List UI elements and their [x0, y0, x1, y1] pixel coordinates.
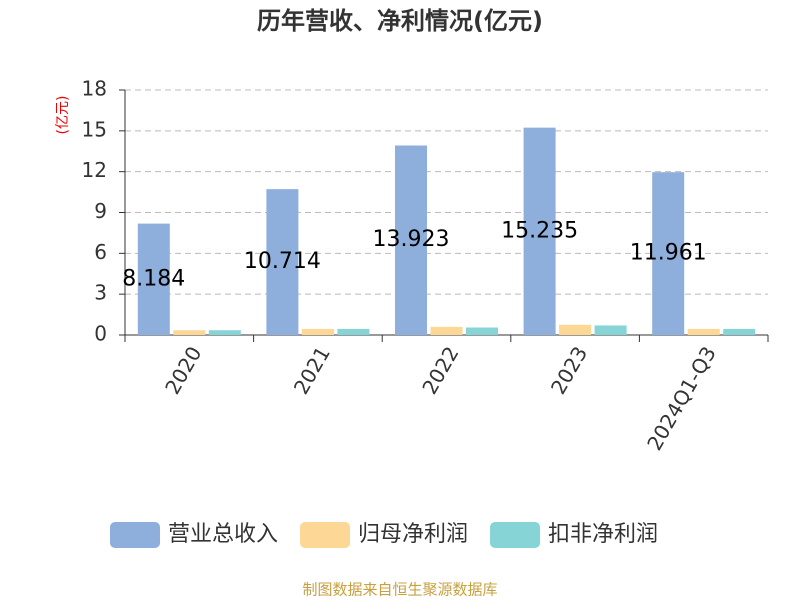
x-tick-label: 2020 — [160, 342, 206, 398]
bar — [723, 328, 756, 335]
x-tick-label: 2024Q1-Q3 — [642, 342, 721, 454]
bar — [266, 189, 299, 335]
legend-label: 扣非净利润 — [548, 522, 658, 547]
bar — [687, 328, 720, 335]
bar — [337, 328, 370, 335]
bar — [301, 328, 334, 335]
y-tick-label: 6 — [94, 240, 107, 264]
bar — [208, 330, 241, 335]
bar — [523, 127, 556, 335]
data-label: 11.961 — [630, 241, 707, 266]
legend-swatch — [300, 522, 351, 548]
legend-label: 归母净利润 — [358, 522, 468, 547]
bar — [430, 326, 463, 335]
data-label: 10.714 — [244, 249, 321, 274]
bar — [173, 330, 206, 335]
bar — [594, 325, 627, 335]
y-tick-label: 18 — [82, 77, 107, 101]
bar — [395, 145, 427, 335]
legend-swatch — [110, 522, 160, 548]
data-label: 15.235 — [501, 218, 578, 243]
y-axis-label: (亿元) — [55, 96, 71, 135]
legend-swatch — [490, 522, 541, 548]
y-tick-label: 0 — [94, 322, 107, 346]
bar — [466, 327, 498, 335]
bar — [652, 172, 685, 335]
data-label: 13.923 — [373, 227, 450, 252]
x-tick-label: 2021 — [289, 342, 335, 398]
x-tick-label: 2023 — [546, 342, 592, 398]
legend-label: 营业总收入 — [168, 522, 278, 547]
x-tick-label: 2022 — [417, 342, 463, 398]
bar — [559, 324, 592, 335]
source-note: 制图数据来自恒生聚源数据库 — [302, 581, 497, 599]
data-label: 8.184 — [122, 266, 185, 291]
y-tick-label: 9 — [94, 199, 107, 223]
chart-title: 历年营收、净利情况(亿元) — [257, 7, 543, 35]
bar — [137, 223, 170, 335]
y-tick-label: 15 — [82, 117, 107, 141]
y-tick-label: 3 — [94, 281, 107, 305]
y-tick-label: 12 — [82, 158, 107, 182]
